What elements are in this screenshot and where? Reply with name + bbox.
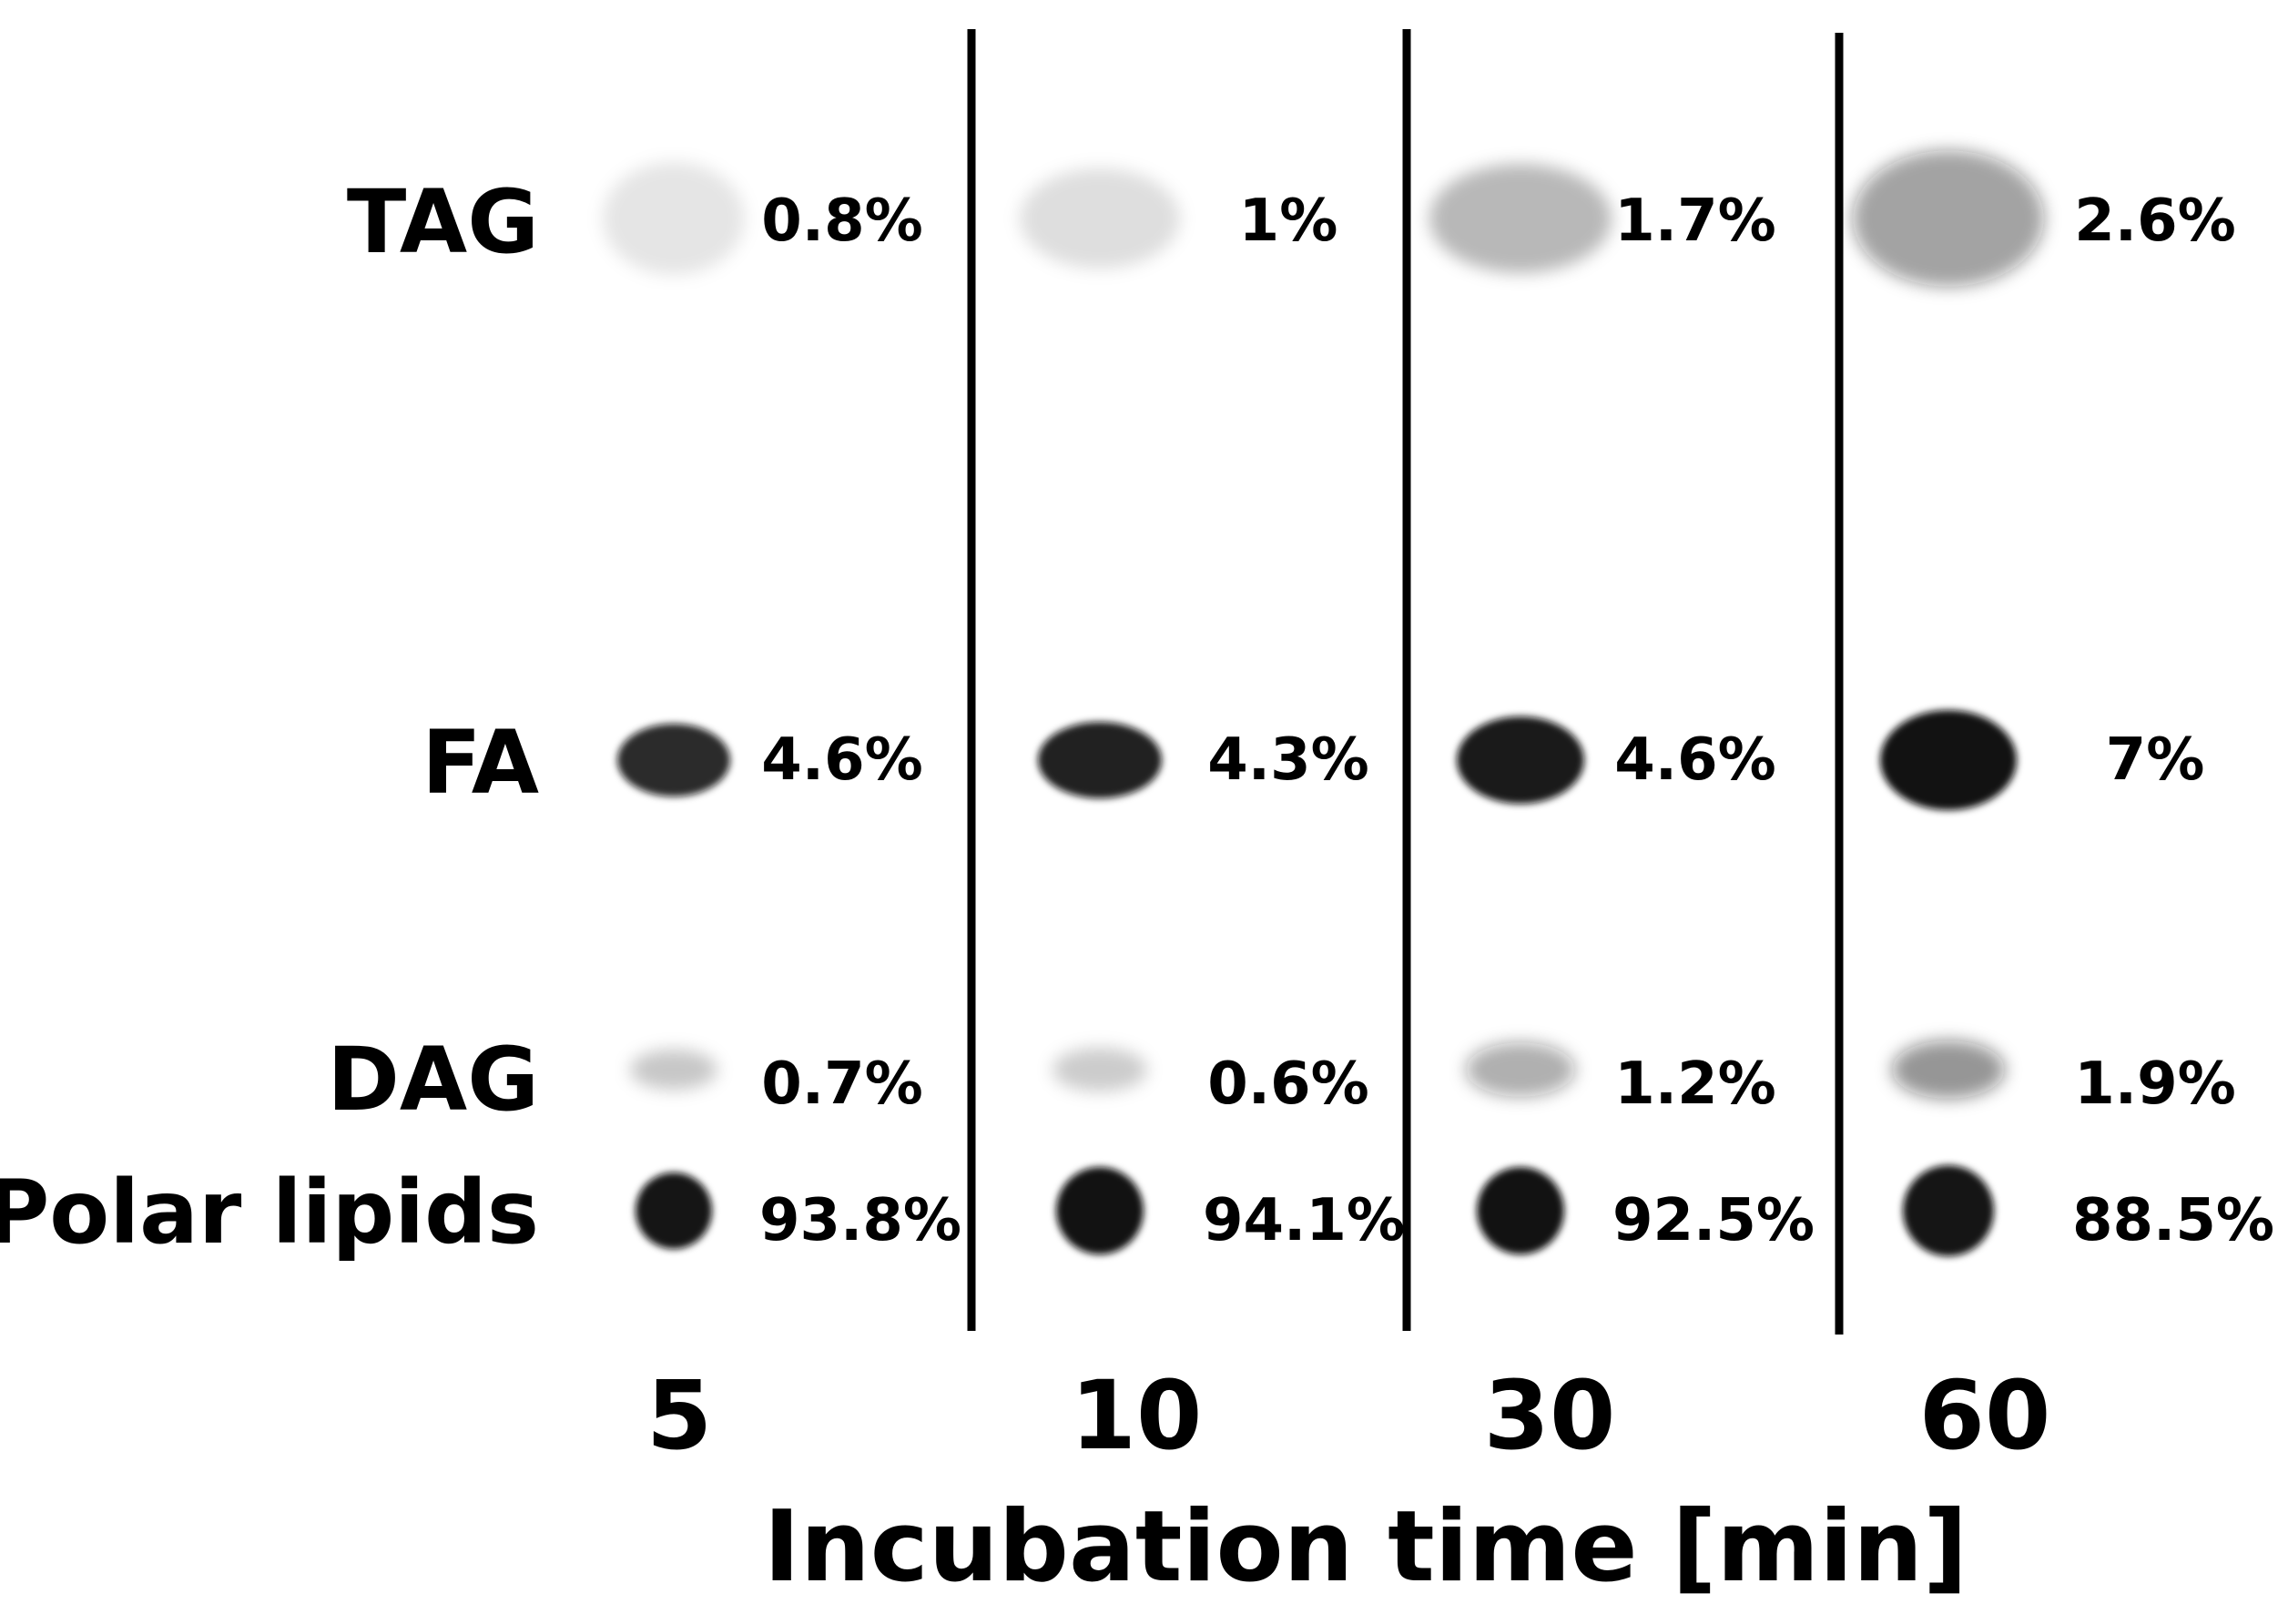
spot-tag-lane-4 bbox=[1853, 150, 2044, 287]
spots-layer bbox=[603, 150, 2044, 1256]
spot-dag-lane-3 bbox=[1466, 1042, 1575, 1097]
pct-dag-lane-4: 1.9% bbox=[2074, 1051, 2236, 1118]
row-label-dag: DAG bbox=[327, 1029, 539, 1131]
spot-tag-lane-1 bbox=[603, 162, 745, 275]
lane-time-3: 30 bbox=[1483, 1360, 1616, 1471]
spot-polar-lane-3 bbox=[1477, 1167, 1564, 1254]
spot-tag-lane-2 bbox=[1020, 168, 1180, 269]
lane-time-1: 5 bbox=[646, 1360, 713, 1471]
pct-tag-lane-4: 2.6% bbox=[2074, 188, 2236, 255]
spot-dag-lane-4 bbox=[1892, 1040, 2005, 1099]
spot-polar-lane-2 bbox=[1056, 1167, 1144, 1254]
x-axis-title: Incubation time [min] bbox=[763, 1490, 1968, 1604]
row-label-polar-lipids: Polar lipids bbox=[0, 1162, 539, 1264]
spot-dag-lane-1 bbox=[630, 1050, 717, 1090]
pct-polar-lane-3: 92.5% bbox=[1612, 1187, 1815, 1254]
spot-fa-lane-4 bbox=[1880, 710, 2017, 810]
spot-polar-lane-4 bbox=[1903, 1165, 1994, 1256]
lane-time-2: 10 bbox=[1070, 1360, 1203, 1471]
pct-polar-lane-2: 94.1% bbox=[1202, 1187, 1406, 1254]
spot-fa-lane-2 bbox=[1038, 722, 1162, 798]
pct-fa-lane-2: 4.3% bbox=[1207, 726, 1369, 794]
pct-tag-lane-1: 0.8% bbox=[761, 188, 923, 255]
pct-polar-lane-1: 93.8% bbox=[758, 1187, 962, 1254]
pct-dag-lane-1: 0.7% bbox=[761, 1051, 923, 1118]
spot-fa-lane-1 bbox=[617, 724, 730, 797]
pct-dag-lane-2: 0.6% bbox=[1207, 1051, 1369, 1118]
row-label-tag: TAG bbox=[346, 171, 539, 273]
pct-fa-lane-1: 4.6% bbox=[761, 726, 923, 794]
pct-tag-lane-3: 1.7% bbox=[1614, 188, 1776, 255]
pct-dag-lane-3: 1.2% bbox=[1614, 1051, 1776, 1118]
pct-fa-lane-4: 7% bbox=[2105, 726, 2205, 794]
spot-dag-lane-2 bbox=[1053, 1048, 1147, 1091]
pct-fa-lane-3: 4.6% bbox=[1614, 726, 1776, 794]
spot-fa-lane-3 bbox=[1457, 716, 1584, 804]
row-label-fa: FA bbox=[422, 712, 539, 814]
pct-polar-lane-4: 88.5% bbox=[2071, 1187, 2275, 1254]
spot-tag-lane-3 bbox=[1429, 164, 1612, 273]
lane-time-4: 60 bbox=[1918, 1360, 2051, 1471]
spot-polar-lane-1 bbox=[636, 1172, 712, 1249]
pct-tag-lane-2: 1% bbox=[1238, 188, 1338, 255]
